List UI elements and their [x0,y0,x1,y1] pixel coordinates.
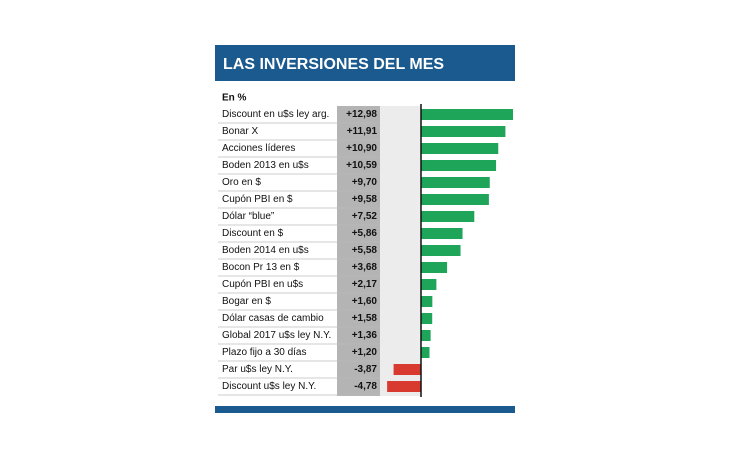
category-label: Cupón PBI en $ [222,194,293,205]
category-label: Discount en $ [222,228,284,239]
category-label: Bonar X [222,126,258,137]
bar [421,245,461,256]
value-label: +5,58 [352,245,378,256]
category-label: Acciones líderes [222,143,295,154]
bar [393,364,421,375]
category-label: Bocon Pr 13 en $ [222,262,300,273]
value-label: +11,91 [347,126,378,137]
category-label: Par u$s ley N.Y. [222,364,293,375]
bar [421,228,463,239]
bar [421,279,437,290]
bar [421,143,499,154]
value-label: +1,58 [352,313,378,324]
value-label: +3,68 [352,262,378,273]
value-label: +12,98 [346,109,377,120]
bar [421,313,433,324]
bar [421,177,490,188]
value-label: +9,70 [352,177,378,188]
category-label: Boden 2013 en u$s [222,160,309,171]
bar [421,211,475,222]
category-label: Discount u$s ley N.Y. [222,381,316,392]
footer-bar [215,406,515,413]
bar [421,160,497,171]
bar [421,109,513,120]
value-label: +1,20 [352,347,378,358]
value-label: +1,36 [352,330,378,341]
category-label: Boden 2014 en u$s [222,245,309,256]
value-label: +10,59 [346,160,377,171]
value-column [337,106,380,396]
value-label: +10,90 [346,143,377,154]
value-label: +1,60 [352,296,378,307]
category-label: Bogar en $ [222,296,271,307]
value-label: +9,58 [352,194,378,205]
category-label: Dólar “blue” [222,211,274,222]
value-label: -3,87 [354,364,377,375]
category-label: Discount en u$s ley arg. [222,109,329,120]
bar [421,296,433,307]
chart-title: LAS INVERSIONES DEL MES [223,56,444,73]
negative-area [380,106,421,396]
header-bar [215,45,515,81]
chart-subtitle: En % [222,93,247,104]
category-label: Cupón PBI en u$s [222,279,303,290]
category-label: Oro en $ [222,177,261,188]
bar [421,194,489,205]
value-label: -4,78 [354,381,377,392]
bar [421,330,431,341]
category-label: Dólar casas de cambio [222,313,324,324]
value-label: +2,17 [352,279,378,290]
bar [421,262,448,273]
category-label: Plazo fijo a 30 días [222,347,307,358]
value-label: +7,52 [352,211,378,222]
bar [421,126,506,137]
value-label: +5,86 [352,228,378,239]
category-label: Global 2017 u$s ley N.Y. [222,330,331,341]
bar [421,347,430,358]
bar [387,381,421,392]
